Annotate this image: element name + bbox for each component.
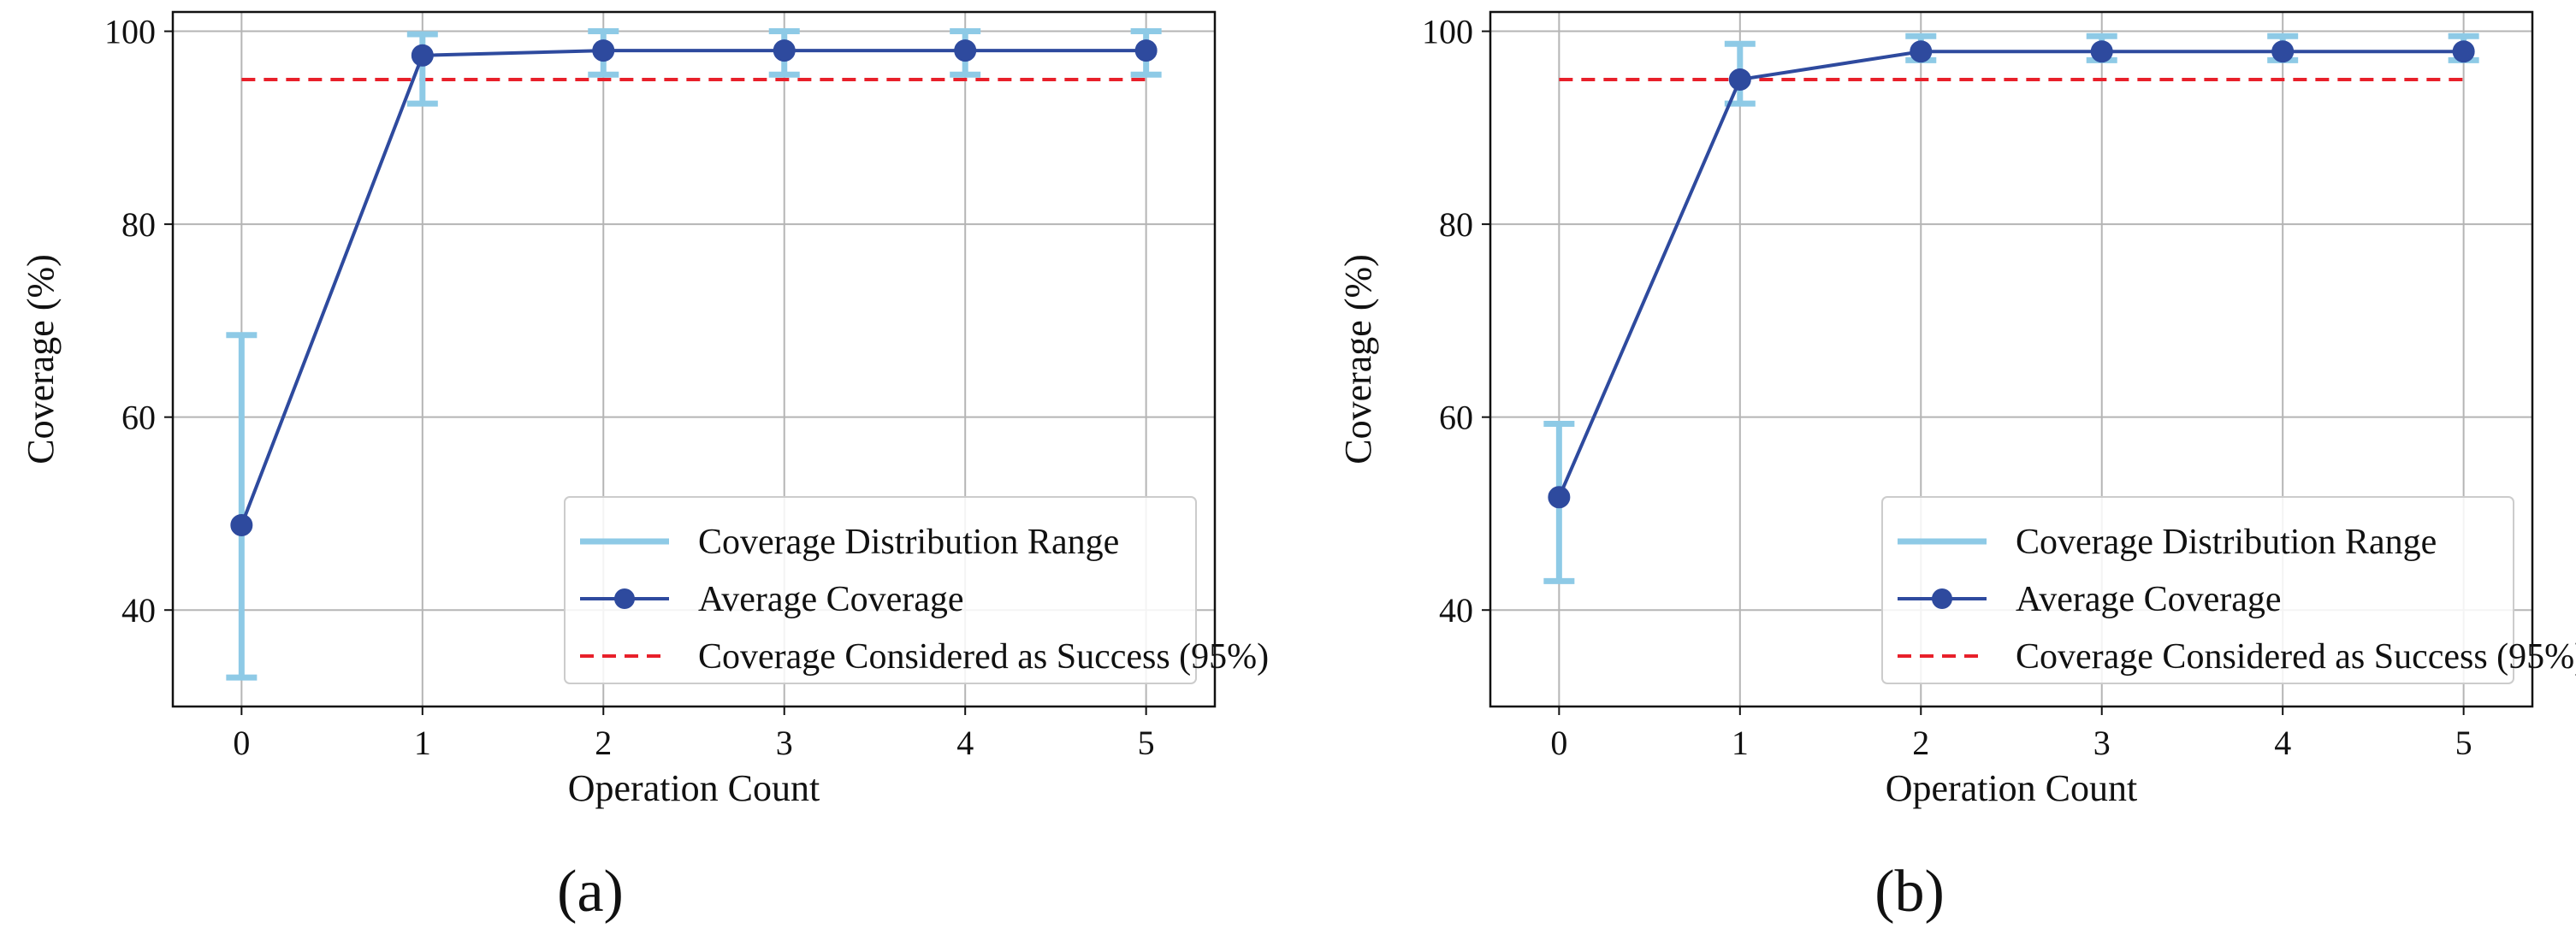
y-tick-label: 60: [1439, 399, 1473, 437]
plot-frame: [171, 10, 1217, 708]
average-coverage-point: [773, 39, 796, 62]
average-coverage-point: [2271, 40, 2295, 63]
x-tick-label: 1: [414, 724, 431, 762]
average-coverage-point: [1910, 40, 1933, 63]
x-tick-label: 5: [2455, 724, 2472, 762]
legend-label-average: Average Coverage: [2016, 580, 2282, 619]
legend-label-threshold: Coverage Considered as Success (95%): [698, 637, 1269, 677]
y-tick-label: 100: [1422, 13, 1473, 51]
x-tick-label: 3: [2093, 724, 2111, 762]
x-tick-label: 0: [233, 724, 250, 762]
y-axis-label: Coverage (%): [20, 254, 62, 464]
legend-label-range: Coverage Distribution Range: [698, 523, 1119, 562]
legend-label-range: Coverage Distribution Range: [2016, 523, 2437, 562]
x-axis-label: Operation Count: [568, 767, 820, 809]
y-tick-label: 80: [1439, 205, 1473, 244]
x-tick-label: 3: [776, 724, 793, 762]
panel-caption: (a): [557, 859, 624, 925]
average-coverage-point: [411, 44, 434, 67]
legend: Coverage Distribution Range Average Cover…: [564, 496, 1269, 684]
x-tick-label: 2: [595, 724, 612, 762]
x-tick-label: 5: [1138, 724, 1155, 762]
average-coverage-point: [592, 39, 615, 62]
x-tick-label: 0: [1550, 724, 1567, 762]
y-tick-label: 80: [121, 205, 156, 244]
chart-panel-b: 0 1 2 3 4 5 40 60 80 100 Operation Count Coverage (…: [1337, 10, 2576, 925]
average-coverage-point: [1728, 68, 1751, 91]
x-tick-label: 4: [956, 724, 974, 762]
x-tick-label: 1: [1732, 724, 1749, 762]
legend: Coverage Distribution Range Average Cover…: [1881, 496, 2576, 684]
average-coverage-line: [1557, 50, 2464, 499]
average-coverage-line: [240, 49, 1146, 526]
average-coverage-point: [954, 39, 977, 62]
average-coverage-point: [1134, 39, 1158, 62]
plot-frame: [1489, 10, 2534, 708]
y-tick-label: 60: [121, 399, 156, 437]
legend-label-average: Average Coverage: [698, 580, 964, 619]
average-coverage-point: [2452, 40, 2475, 63]
legend-box: [564, 496, 1197, 684]
average-coverage-point: [230, 513, 253, 536]
legend-swatch-average-marker: [614, 588, 635, 609]
average-coverage-point: [2090, 40, 2113, 63]
x-tick-label: 2: [1912, 724, 1929, 762]
legend-box: [1881, 496, 2514, 684]
panel-caption: (b): [1874, 859, 1945, 925]
x-axis-label: Operation Count: [1886, 767, 2138, 809]
legend-label-threshold: Coverage Considered as Success (95%): [2016, 637, 2576, 677]
y-axis-label: Coverage (%): [1337, 254, 1379, 464]
y-tick-label: 100: [104, 13, 156, 51]
chart-panel-a: 0 1 2 3 4 5 40 60 80 100 Operation Count Coverage (…: [20, 10, 1269, 925]
legend-swatch-average-marker: [1932, 588, 1952, 609]
y-tick-label: 40: [1439, 591, 1473, 630]
x-tick-label: 4: [2274, 724, 2291, 762]
average-coverage-point: [1548, 486, 1571, 509]
y-tick-label: 40: [121, 591, 156, 630]
